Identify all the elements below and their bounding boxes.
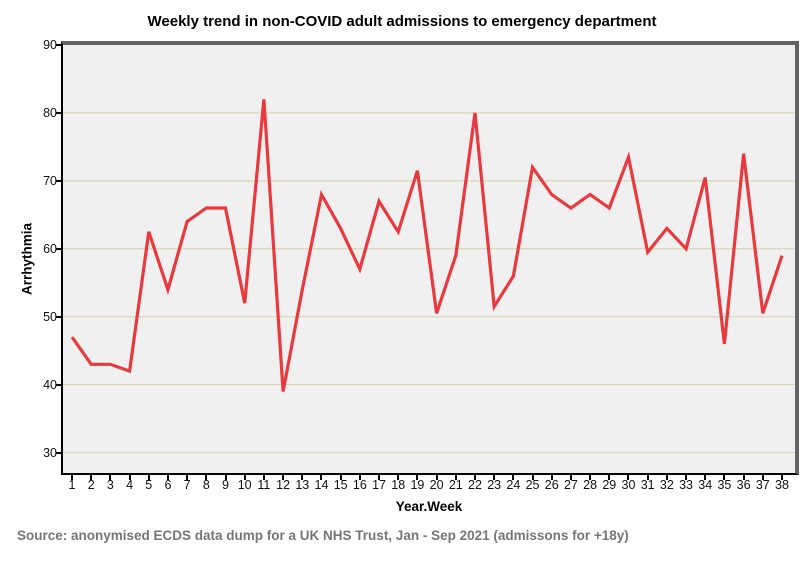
x-tick — [416, 475, 419, 480]
x-tick — [646, 475, 649, 480]
x-tick-label: 33 — [679, 478, 693, 492]
x-tick-label: 20 — [429, 478, 444, 492]
x-tick — [685, 475, 688, 480]
source-note: Source: anonymised ECDS data dump for a … — [17, 528, 629, 543]
x-tick-label: 16 — [352, 478, 367, 492]
x-tick-label: 26 — [544, 478, 559, 492]
y-tick-label: 80 — [43, 105, 57, 120]
y-tick-label: 50 — [43, 309, 57, 324]
x-tick — [282, 475, 285, 480]
x-tick — [704, 475, 707, 480]
x-tick-label: 18 — [391, 478, 406, 492]
y-tick-label: 40 — [43, 377, 57, 392]
x-tick-label: 4 — [126, 478, 134, 492]
y-tick — [56, 179, 61, 182]
x-tick — [358, 475, 361, 480]
y-tick — [56, 451, 61, 454]
x-tick-label: 30 — [621, 478, 636, 492]
x-tick — [531, 475, 534, 480]
x-tick — [397, 475, 400, 480]
x-tick-label: 28 — [583, 478, 598, 492]
x-tick-label: 6 — [164, 478, 172, 492]
x-tick-label: 29 — [602, 478, 617, 492]
x-tick — [473, 475, 476, 480]
x-tick-label: 8 — [202, 478, 210, 492]
x-axis-title: Year.Week — [395, 499, 463, 514]
x-tick — [378, 475, 381, 480]
x-tick-label: 34 — [698, 478, 713, 492]
x-tick-label: 14 — [314, 478, 329, 492]
x-tick — [512, 475, 515, 480]
x-tick — [339, 475, 342, 480]
y-axis-title: Arrhythmia — [19, 222, 35, 296]
x-tick — [589, 475, 592, 480]
x-tick — [90, 475, 93, 480]
x-tick-label: 19 — [410, 478, 425, 492]
x-tick-label: 7 — [183, 478, 191, 492]
x-tick-label: 21 — [448, 478, 463, 492]
x-tick-label: 27 — [563, 478, 578, 492]
x-tick-label: 37 — [755, 478, 770, 492]
x-tick-label: 3 — [106, 478, 114, 492]
x-tick — [71, 475, 73, 480]
x-tick-label: 13 — [295, 478, 310, 492]
plot-area — [61, 41, 799, 475]
y-tick-label: 70 — [43, 173, 57, 188]
x-tick — [262, 475, 265, 480]
x-tick — [109, 475, 112, 480]
x-tick — [627, 475, 630, 480]
x-tick-label: 17 — [372, 478, 386, 492]
x-tick — [493, 475, 496, 480]
x-tick — [147, 475, 150, 480]
y-tick — [56, 315, 61, 318]
x-tick — [723, 475, 726, 480]
chart-title: Weekly trend in non-COVID adult admissio… — [147, 13, 657, 30]
x-tick-label: 36 — [736, 478, 751, 492]
x-tick — [781, 475, 783, 480]
line-chart-svg — [63, 99, 795, 454]
y-tick — [56, 111, 61, 114]
x-tick-label: 25 — [525, 478, 540, 492]
x-tick — [224, 475, 227, 480]
x-tick-label: 11 — [257, 478, 271, 492]
y-tick-label: 30 — [43, 445, 57, 460]
x-tick — [243, 475, 246, 480]
x-tick-label: 35 — [717, 478, 732, 492]
x-tick — [320, 475, 323, 480]
x-tick-label: 15 — [333, 478, 348, 492]
x-tick-label: 38 — [775, 478, 789, 492]
x-tick — [550, 475, 553, 480]
x-tick-label: 9 — [222, 478, 229, 492]
x-tick-label: 22 — [468, 478, 482, 492]
x-tick — [435, 475, 438, 480]
x-tick — [454, 475, 457, 480]
x-tick — [128, 475, 131, 480]
y-tick — [56, 44, 61, 46]
data-series-line — [70, 99, 784, 392]
y-tick — [56, 383, 61, 386]
x-tick-label: 10 — [237, 478, 252, 492]
x-tick-label: 12 — [276, 478, 291, 492]
y-tick — [56, 247, 61, 250]
x-tick — [761, 475, 764, 480]
x-tick-label: 31 — [640, 478, 655, 492]
x-tick-label: 1 — [68, 478, 76, 492]
x-tick-label: 23 — [487, 478, 502, 492]
x-tick-label: 5 — [145, 478, 153, 492]
x-tick — [166, 475, 169, 480]
x-tick — [608, 475, 611, 480]
y-tick-label: 60 — [43, 241, 57, 256]
x-tick-label: 2 — [87, 478, 95, 492]
x-tick — [205, 475, 208, 480]
x-tick — [569, 475, 572, 480]
x-tick — [186, 475, 189, 480]
x-tick — [742, 475, 745, 480]
x-tick — [665, 475, 668, 480]
x-tick-label: 32 — [659, 478, 674, 492]
x-tick-label: 24 — [506, 478, 521, 492]
x-tick — [301, 475, 304, 480]
y-tick-label: 90 — [43, 38, 57, 52]
